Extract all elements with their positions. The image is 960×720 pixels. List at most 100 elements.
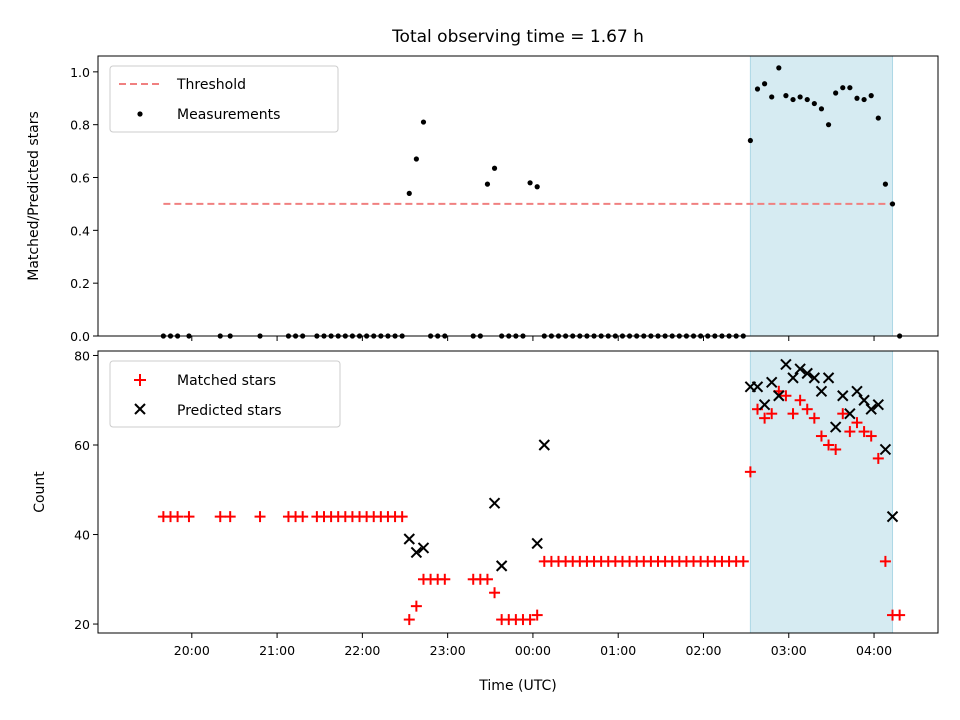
matched-star-point [183,511,195,523]
matched-star-point [794,394,806,406]
predicted-star-point [495,560,508,572]
measurement-point [854,95,860,101]
count-legend: Matched stars Predicted stars [109,360,341,428]
legend-measurements-label: Measurements [177,107,280,123]
measurement-point [825,122,832,128]
predicted-star-point [815,385,828,397]
ratio-legend: Threshold Measurements [109,65,339,133]
predicted-star-point [417,542,430,554]
measurement-point [527,180,533,186]
measurement-point [868,93,874,99]
predicted-star-point [851,385,863,397]
ratio-y-tick-label: 0.0 [70,329,90,344]
matched-star-point [766,408,778,420]
predicted-star-point [822,372,835,384]
count-x-tick-label: 21:00 [259,643,295,658]
count-highlight-span [749,350,894,634]
predicted-star-point [531,537,543,550]
predicted-star-point [538,439,551,451]
matched-star-point [172,511,184,523]
matched-star-point [872,452,884,464]
matched-star-point [481,573,493,585]
ratio-y-tick-label: 0.8 [70,118,90,133]
matched-star-point [439,573,451,585]
predicted-star-point [410,546,423,559]
matched-star-point [837,408,849,420]
matched-star-point [815,430,827,442]
matched-star-point [489,587,501,599]
ratio-y-tick-label: 0.4 [70,223,90,238]
legend-measurements-swatch [137,111,143,117]
matched-star-point [858,426,870,438]
matched-star-point [737,555,749,567]
ratio-y-tick-label: 0.2 [70,276,90,291]
matched-star-point [801,403,813,415]
measurement-point [484,181,491,187]
matched-star-point [844,426,856,438]
count-y-tick-label: 80 [74,348,90,363]
count-x-tick-label: 22:00 [344,643,380,658]
predicted-star-point [488,497,501,509]
measurement-point [776,65,782,71]
count-x-tick-label: 01:00 [600,643,636,658]
measurement-point [491,165,498,171]
predicted-star-point [858,394,870,406]
predicted-star-point [808,372,821,384]
matched-star-point [396,511,408,523]
measurement-point [847,85,853,91]
count-panel: 20 40 60 80 20:00 21:00 22:00 23:00 00:00 01:00 0… [32,348,939,694]
count-x-tick-label: 04:00 [856,643,892,658]
chart-title: Total observing time = 1.67 h [391,27,644,47]
matched-star-point [851,417,863,429]
measurement-point [534,184,540,190]
matched-star-point [865,430,877,442]
matched-star-point [823,439,835,451]
count-legend-box [109,360,341,428]
ratio-y-tick-label: 1.0 [70,65,90,80]
predicted-star-point [780,358,792,371]
measurement-point [804,96,810,103]
measurement-point [790,96,796,103]
count-y-tick-label: 40 [74,528,90,543]
measurement-point [769,94,775,100]
predicted-star-point [758,399,771,411]
measurement-point [420,119,427,125]
matched-star-point [808,412,820,424]
matched-star-point [297,511,309,523]
measurement-point [783,93,789,99]
matched-star-point [524,614,536,626]
predicted-star-point [773,390,785,402]
matched-star-point [894,609,906,621]
ratio-panel: 0.0 0.2 0.4 0.6 0.8 1.0 Matched/Predicted sta… [26,55,939,344]
predicted-star-point [403,533,415,545]
measurement-point [861,96,867,103]
ratio-y-tick-label: 0.6 [70,171,90,186]
legend-predicted-swatch [134,403,146,415]
matched-star-point [879,555,891,567]
matched-star-point [254,511,266,523]
measurement-point [406,190,412,196]
matched-star-point [787,408,799,420]
measurement-point [797,94,803,100]
predicted-star-point [787,372,799,384]
measurement-point [811,100,817,107]
matched-star-point [744,466,756,478]
measurement-point [413,156,419,162]
measurement-point [875,115,881,121]
count-x-tick-label: 02:00 [685,643,721,658]
ratio-panel-frame [97,55,939,337]
ratio-highlight-span [749,55,894,337]
predicted-star-point [837,390,849,402]
matched-star-point [830,443,842,455]
matched-star-point [403,614,415,626]
count-x-tick-label: 03:00 [771,643,807,658]
matched-star-point [531,609,543,621]
predicted-star-point [879,443,892,456]
measurement-point [761,81,768,87]
count-x-tick-label: 23:00 [430,643,466,658]
count-y-axis-label: Count [32,471,48,513]
ratio-legend-box [109,65,339,133]
measurement-point [818,106,825,112]
matched-star-point [410,600,422,612]
